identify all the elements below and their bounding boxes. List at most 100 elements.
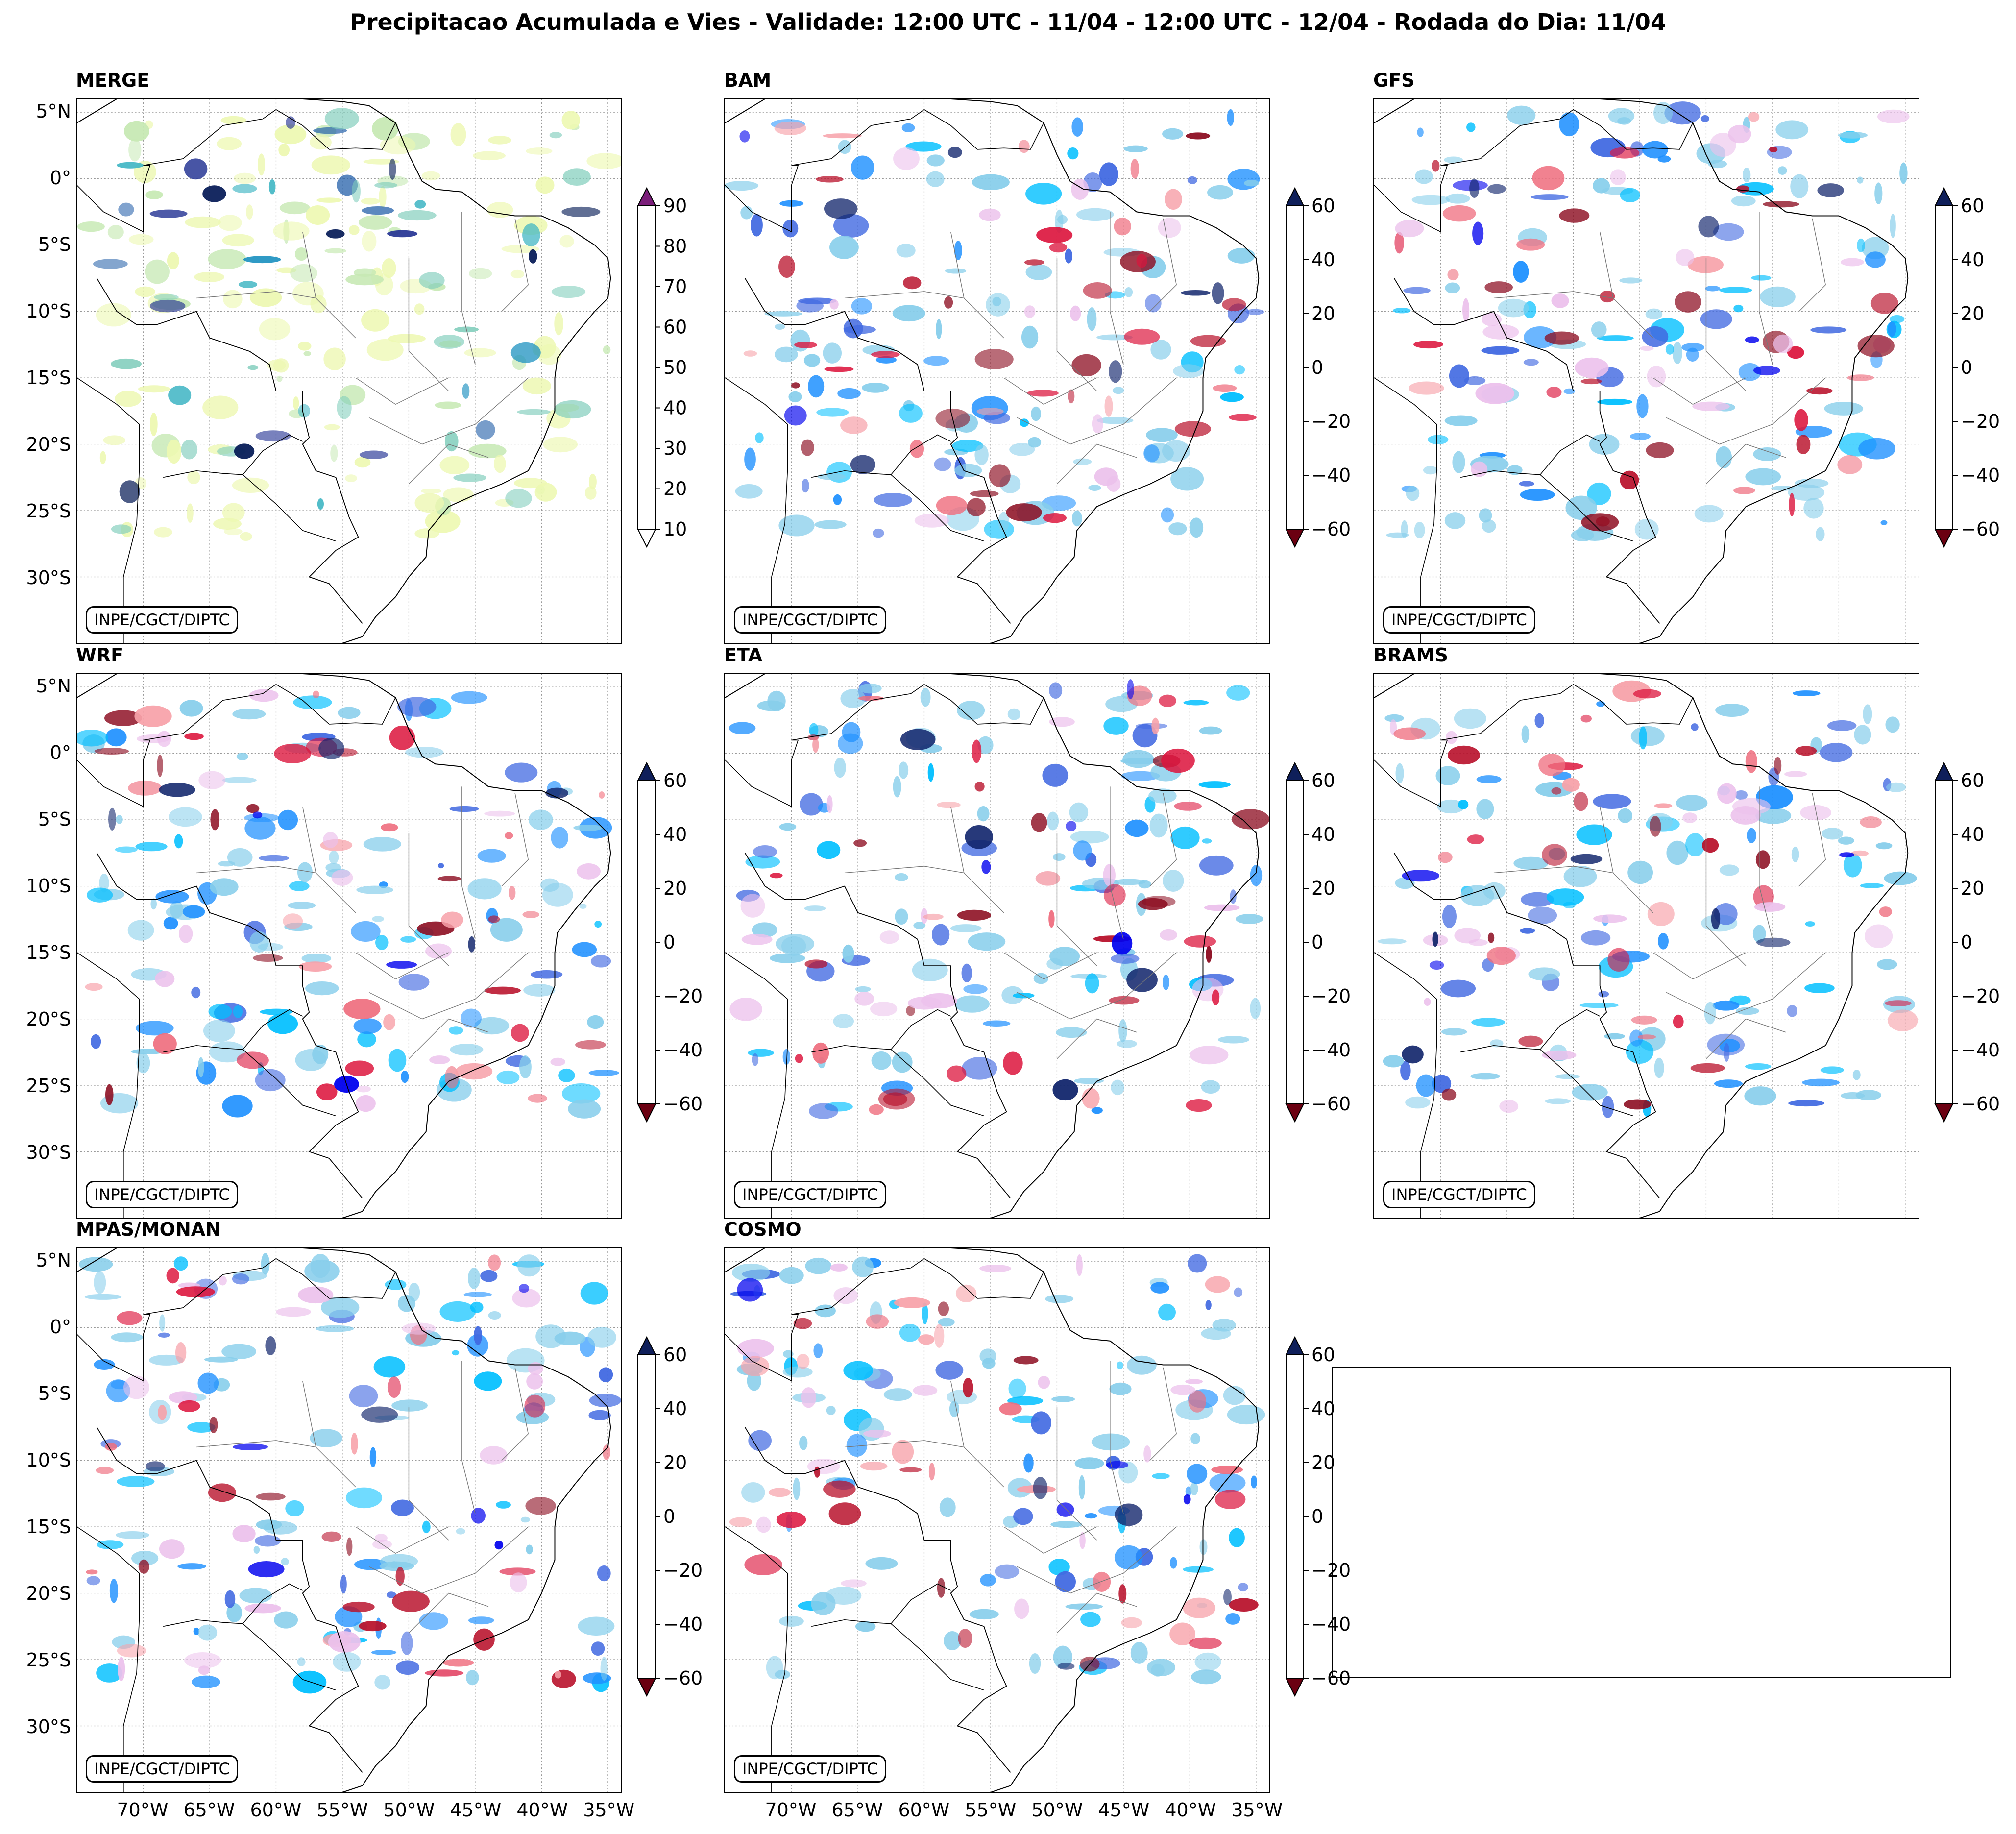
precip-blob [1745,336,1759,343]
precip-blob [499,1567,536,1576]
precip-blob [490,918,523,942]
precip-blob [1047,811,1059,831]
panel-title: MERGE [76,70,150,91]
precip-blob [210,809,220,831]
precip-blob [1855,1090,1882,1100]
precip-blob [1036,227,1073,244]
credit-label: INPE/CGCT/DIPTC [86,1181,238,1208]
colorbar-tick-label: 50 [663,357,687,378]
precip-blob [452,1350,460,1356]
state-boundary [1759,786,1773,940]
state-boundary [1003,1526,1097,1554]
precip-blob [1149,813,1168,838]
precip-blob [96,1663,123,1683]
state-boundary [1759,212,1773,365]
precip-blob [1205,1276,1230,1293]
precip-blob [920,687,931,707]
precip-blob [776,934,815,954]
bias-field-positive [78,1253,621,1694]
precip-blob [1647,902,1675,926]
precip-blob [851,298,873,315]
precip-blob [1733,304,1744,313]
map-panel-cosmo: COSMO INPE/CGCT/DIPTC [724,1219,1270,1793]
brazil-border [96,853,363,1198]
precip-blob [937,801,961,808]
precip-blob [1051,1396,1075,1402]
precip-blob [766,1656,783,1680]
bias-field-negative [729,1254,1259,1672]
precip-blob [1148,788,1177,804]
state-boundary [950,806,1004,913]
precip-blob [261,1253,270,1275]
precip-blob [1745,750,1757,773]
colorbar-tick-label: −40 [663,1039,703,1061]
precip-blob [99,451,106,465]
precip-blob [105,728,127,747]
precip-blob [1756,937,1791,948]
state-boundary [1149,218,1177,312]
precip-blob [1174,421,1211,437]
precip-blob [549,132,562,139]
precip-blob [1570,854,1603,864]
precip-blob [149,413,158,436]
precip-blob [1745,468,1781,486]
precip-blob [202,395,239,419]
precip-blob [1021,325,1039,349]
precip-blob [1066,821,1077,831]
colorbar-extend-min [637,529,656,548]
precip-blob [855,986,871,992]
precip-blob [1732,798,1771,815]
colorbar-tick-label: −20 [1312,1560,1351,1581]
precip-blob [1467,834,1484,845]
lat-tick-label: 30°S [26,567,71,589]
precip-blob [138,1559,149,1574]
precip-blob [1035,871,1061,886]
precip-blob [345,474,358,482]
precip-blob [343,999,381,1020]
bias-field-positive [730,1254,1265,1685]
precip-blob [775,323,785,330]
colorbar-tick-label: 20 [663,478,687,500]
precip-blob [1544,331,1579,345]
precip-blob [871,1051,892,1070]
precip-blob [278,143,290,157]
precip-blob [1681,343,1705,352]
precip-blob [1162,128,1184,140]
precip-blob [191,986,201,999]
precip-blob [248,1561,285,1578]
colorbar-tick-label: −20 [1961,985,2000,1007]
state-boundary [1798,218,1826,312]
precip-blob [77,729,109,747]
precip-blob [340,1574,347,1594]
precip-blob [561,206,601,217]
north-border [1440,684,1694,741]
precip-blob [1581,513,1619,532]
lon-tick-label: 55°W [316,1799,368,1821]
precip-blob [174,834,183,849]
precip-blob [501,245,539,253]
precip-blob [1734,790,1748,800]
precip-blob [222,1095,253,1118]
precip-blob [213,518,242,530]
precip-blob [1226,685,1250,701]
brazil-border [96,1427,363,1773]
precip-blob [573,824,603,831]
precip-blob [1787,346,1804,359]
precip-blob [1403,287,1431,294]
precip-blob [1733,487,1755,494]
precip-blob [840,689,866,709]
precip-blob [1452,451,1465,473]
colorbar-tick-label: 80 [663,236,687,257]
precip-blob [398,974,430,991]
precip-blob [1229,1598,1259,1612]
precip-blob [770,873,783,879]
precip-blob [1626,1040,1654,1064]
precip-blob [1402,870,1440,882]
precip-blob [321,1531,342,1542]
precip-blob [1630,433,1651,440]
precip-blob [330,444,338,462]
precip-blob [1189,1637,1222,1649]
precip-blob [356,1095,376,1112]
precip-blob [937,1578,946,1598]
precip-blob [774,121,806,135]
